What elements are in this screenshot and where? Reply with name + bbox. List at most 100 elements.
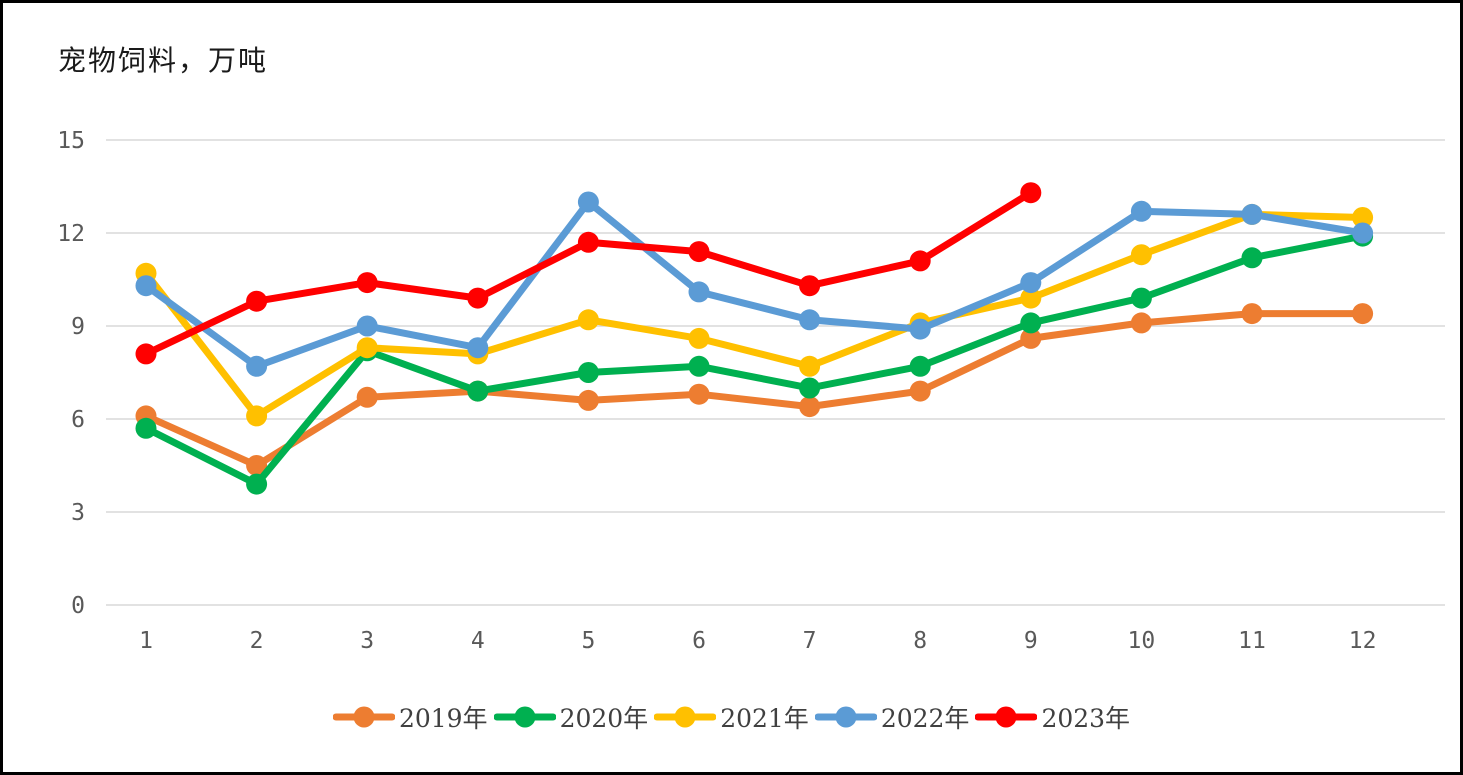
legend-label: 2019年 bbox=[398, 704, 488, 733]
data-point-marker bbox=[356, 337, 378, 359]
data-point-marker bbox=[577, 191, 599, 213]
data-point-marker bbox=[1130, 312, 1152, 334]
data-point-marker bbox=[909, 355, 931, 377]
data-point-marker bbox=[688, 355, 710, 377]
x-axis-tick-label: 1 bbox=[139, 628, 153, 654]
data-point-marker bbox=[577, 231, 599, 253]
legend: 2019年 2020年 2021年 2022年 2023年 bbox=[3, 699, 1460, 735]
y-axis-tick-label: 9 bbox=[71, 314, 85, 340]
data-point-marker bbox=[577, 309, 599, 331]
data-point-marker bbox=[1020, 182, 1042, 204]
legend-label: 2021年 bbox=[720, 704, 809, 733]
data-point-marker bbox=[135, 343, 157, 365]
data-point-marker bbox=[1241, 303, 1263, 325]
x-axis-tick-label: 4 bbox=[471, 628, 485, 654]
x-axis-tick-label: 8 bbox=[913, 628, 927, 654]
x-axis-tick-label: 2 bbox=[250, 628, 264, 654]
data-point-marker bbox=[799, 275, 821, 297]
legend-label: 2022年 bbox=[880, 704, 970, 733]
data-point-marker bbox=[1241, 247, 1263, 269]
data-point-marker bbox=[688, 281, 710, 303]
data-point-marker bbox=[1352, 207, 1374, 228]
data-point-marker bbox=[1020, 312, 1042, 334]
legend-marker-icon bbox=[332, 706, 395, 728]
data-point-marker bbox=[909, 318, 931, 340]
data-point-marker bbox=[1352, 222, 1374, 244]
chart-title: 宠物饲料，万吨 bbox=[58, 44, 269, 77]
y-axis-tick-label: 15 bbox=[57, 128, 85, 154]
legend-item-2020年: 2020年 bbox=[493, 699, 649, 735]
legend-marker-dot bbox=[835, 706, 857, 728]
y-axis-tick-labels: 0 3 6 9 12 15 bbox=[57, 128, 85, 619]
series-2019年 bbox=[135, 303, 1374, 476]
x-axis-tick-label: 7 bbox=[803, 628, 817, 654]
series-2023年 bbox=[135, 182, 1042, 365]
legend-marker-dot bbox=[995, 706, 1017, 728]
data-point-marker bbox=[246, 290, 268, 312]
data-point-marker bbox=[135, 417, 157, 439]
x-axis-tick-label: 5 bbox=[581, 628, 595, 654]
data-point-marker bbox=[1130, 244, 1152, 266]
legend-marker-icon bbox=[493, 706, 556, 728]
series-2022年 bbox=[135, 191, 1374, 377]
x-axis-tick-label: 6 bbox=[692, 628, 706, 654]
x-axis-tick-label: 10 bbox=[1128, 628, 1156, 654]
data-point-marker bbox=[356, 315, 378, 337]
y-axis-tick-label: 12 bbox=[57, 221, 85, 247]
x-axis-tick-label: 12 bbox=[1349, 628, 1377, 654]
legend-item-2019年: 2019年 bbox=[332, 699, 488, 735]
legend-marker-dot bbox=[674, 706, 696, 728]
legend-item-2021年: 2021年 bbox=[654, 699, 809, 735]
data-point-marker bbox=[799, 355, 821, 377]
legend-item-2022年: 2022年 bbox=[814, 699, 970, 735]
x-axis-tick-label: 3 bbox=[360, 628, 374, 654]
data-point-marker bbox=[1241, 203, 1263, 225]
series-2021年 bbox=[135, 203, 1374, 427]
y-axis-tick-label: 6 bbox=[71, 407, 85, 433]
data-point-marker bbox=[909, 380, 931, 402]
data-point-marker bbox=[467, 287, 489, 309]
data-point-marker bbox=[467, 380, 489, 402]
data-point-marker bbox=[799, 396, 821, 418]
data-point-marker bbox=[1352, 303, 1374, 325]
data-point-marker bbox=[246, 455, 268, 476]
data-point-marker bbox=[688, 327, 710, 349]
x-axis-tick-labels: 1 2 3 4 5 6 7 8 9 10 11 12 bbox=[139, 628, 1376, 654]
series-line bbox=[142, 310, 1367, 469]
legend-marker-icon bbox=[654, 706, 717, 728]
legend-marker-dot bbox=[514, 706, 536, 728]
series-line bbox=[142, 210, 1367, 420]
data-point-marker bbox=[1020, 272, 1042, 294]
data-point-marker bbox=[909, 250, 931, 272]
data-point-marker bbox=[1130, 200, 1152, 222]
series-line bbox=[142, 232, 1367, 488]
data-point-marker bbox=[799, 309, 821, 331]
legend-marker-icon bbox=[975, 706, 1038, 728]
legend-label: 2023年 bbox=[1041, 704, 1131, 733]
data-point-marker bbox=[246, 405, 268, 427]
x-axis-tick-label: 9 bbox=[1024, 628, 1038, 654]
legend-marker-icon bbox=[814, 706, 877, 728]
data-point-marker bbox=[1020, 327, 1042, 349]
legend-item-2023年: 2023年 bbox=[975, 699, 1130, 735]
data-point-marker bbox=[356, 272, 378, 294]
data-point-marker bbox=[246, 473, 268, 495]
x-axis-tick-label: 11 bbox=[1238, 628, 1266, 654]
data-point-marker bbox=[246, 355, 268, 377]
data-point-marker bbox=[577, 362, 599, 383]
legend-label: 2020年 bbox=[559, 704, 649, 733]
data-point-marker bbox=[688, 241, 710, 263]
data-point-marker bbox=[688, 383, 710, 405]
data-point-marker bbox=[1020, 287, 1042, 309]
data-point-marker bbox=[467, 337, 489, 359]
y-axis-tick-label: 0 bbox=[71, 593, 85, 619]
data-point-marker bbox=[356, 386, 378, 408]
series-line bbox=[142, 198, 1367, 370]
y-axis-tick-label: 3 bbox=[71, 500, 85, 526]
data-point-marker bbox=[1130, 287, 1152, 309]
data-point-marker bbox=[799, 377, 821, 399]
data-point-marker bbox=[577, 389, 599, 411]
legend-marker-dot bbox=[353, 706, 375, 728]
